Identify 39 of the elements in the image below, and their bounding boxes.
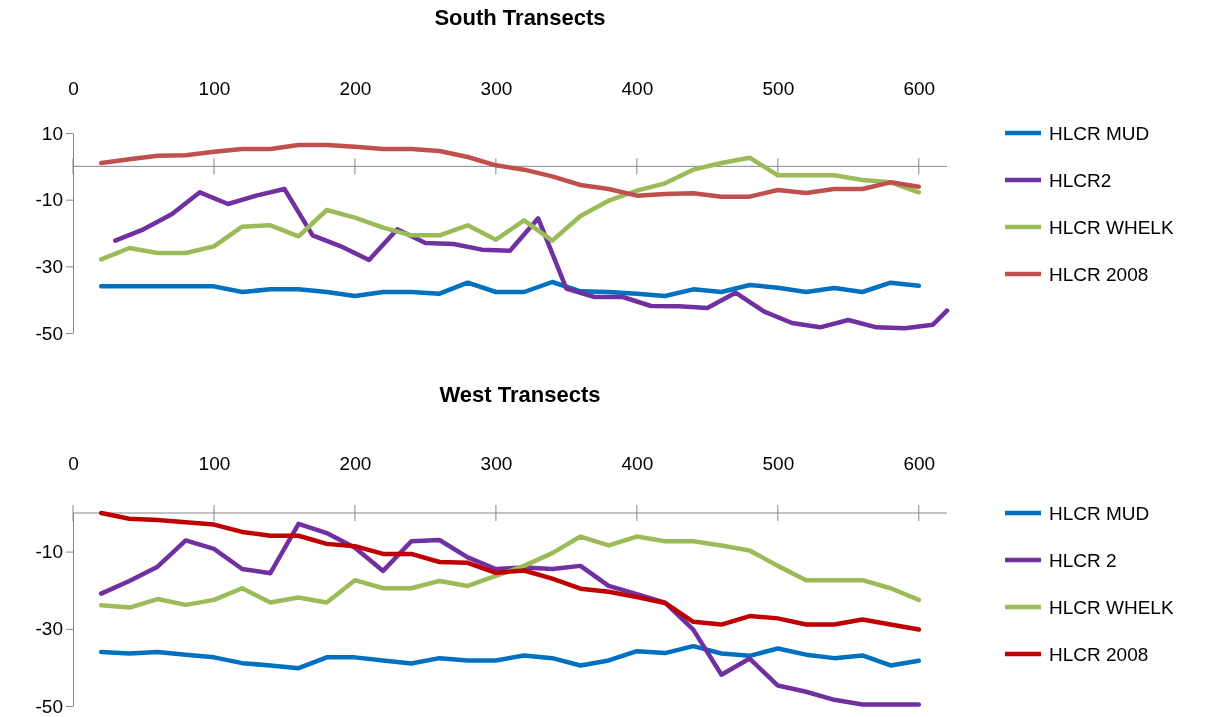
legend-label: HLCR MUD bbox=[1049, 123, 1150, 144]
line-series bbox=[98, 510, 922, 632]
legend-label: HLCR 2008 bbox=[1049, 644, 1149, 665]
line-series bbox=[98, 643, 922, 671]
legend-label: HLCR WHELK bbox=[1049, 217, 1174, 238]
legend-label: HLCR 2 bbox=[1049, 550, 1117, 571]
x-tick-label: 100 bbox=[198, 453, 231, 474]
x-tick-label: 200 bbox=[339, 453, 372, 474]
x-tick-label: 100 bbox=[198, 78, 231, 99]
x-tick-label: 300 bbox=[480, 453, 513, 474]
x-tick-label: 400 bbox=[621, 78, 654, 99]
line-series bbox=[98, 279, 922, 299]
x-tick-label: 600 bbox=[903, 453, 936, 474]
y-tick-label: -50 bbox=[35, 695, 63, 717]
x-tick-label: 200 bbox=[339, 78, 372, 99]
y-tick-label: -50 bbox=[35, 322, 63, 344]
line-series bbox=[98, 155, 922, 262]
line-series bbox=[98, 142, 922, 199]
x-tick-label: 0 bbox=[68, 78, 79, 99]
line-series bbox=[98, 521, 922, 707]
chart-title: West Transects bbox=[439, 382, 601, 407]
legend-label: HLCR MUD bbox=[1049, 503, 1150, 524]
x-tick-label: 600 bbox=[903, 78, 936, 99]
x-tick-label: 300 bbox=[480, 78, 513, 99]
line-series bbox=[98, 534, 922, 610]
y-tick-label: -10 bbox=[35, 541, 63, 563]
y-tick-label: 10 bbox=[41, 122, 63, 144]
x-tick-label: 0 bbox=[68, 453, 79, 474]
x-tick-label: 500 bbox=[762, 453, 795, 474]
legend-label: HLCR WHELK bbox=[1049, 597, 1174, 618]
legend-label: HLCR2 bbox=[1049, 170, 1112, 191]
chart-title: South Transects bbox=[434, 5, 606, 30]
x-tick-label: 500 bbox=[762, 78, 795, 99]
y-tick-label: -10 bbox=[35, 189, 63, 211]
line-series bbox=[113, 186, 950, 331]
x-tick-label: 400 bbox=[621, 453, 654, 474]
y-tick-label: -30 bbox=[35, 618, 63, 640]
legend-label: HLCR 2008 bbox=[1049, 264, 1149, 285]
y-tick-label: -30 bbox=[35, 255, 63, 277]
